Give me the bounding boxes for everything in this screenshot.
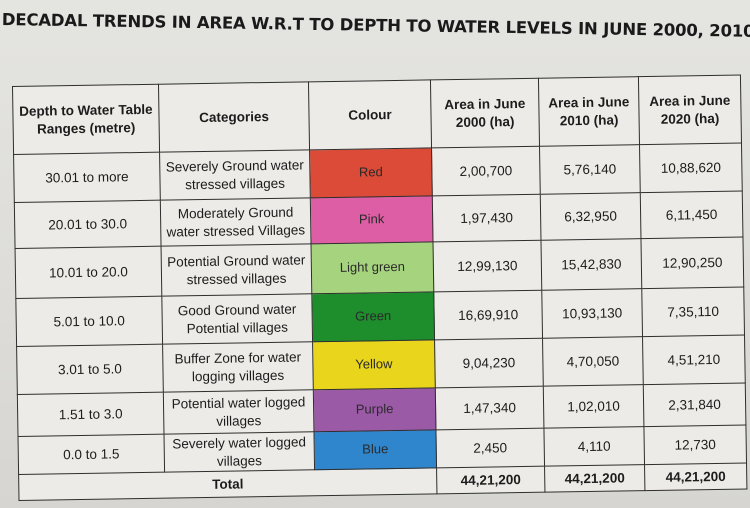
category-cell: Potential water logged villages: [163, 389, 314, 435]
area-2000-cell: 1,47,340: [435, 386, 544, 430]
area-2010-cell: 5,76,140: [539, 144, 641, 195]
table-container: Depth to Water Table Ranges (metre) Cate…: [12, 74, 748, 501]
area-2020-cell: 2,31,840: [643, 383, 746, 427]
area-2000-cell: 9,04,230: [434, 338, 544, 388]
area-2010-cell: 4,70,050: [542, 336, 644, 387]
area-2000-cell: 2,450: [435, 428, 545, 468]
area-2000-cell: 12,99,130: [433, 240, 542, 292]
area-2000-cell: 16,69,910: [433, 290, 543, 340]
header-area-2000: Area in June 2000 (ha): [430, 78, 540, 148]
colour-swatch-cell: Yellow: [312, 339, 436, 390]
header-depth: Depth to Water Table Ranges (metre): [12, 84, 160, 155]
water-depth-table: Depth to Water Table Ranges (metre) Cate…: [12, 74, 748, 501]
area-2020-cell: 12,90,250: [640, 237, 744, 289]
area-2020-cell: 4,51,210: [642, 335, 746, 385]
total-label: Total: [18, 467, 437, 501]
depth-cell: 20.01 to 30.0: [14, 200, 162, 249]
total-2020: 44,21,200: [644, 463, 747, 491]
area-2000-cell: 2,00,700: [431, 146, 541, 196]
category-cell: Buffer Zone for water logging villages: [162, 341, 314, 393]
depth-cell: 5.01 to 10.0: [15, 296, 163, 347]
colour-swatch-cell: Green: [311, 291, 435, 342]
header-area-2020: Area in June 2020 (ha): [638, 75, 742, 145]
area-2010-cell: 6,32,950: [540, 192, 641, 241]
category-cell: Good Ground water Potential villages: [161, 293, 313, 345]
category-cell: Potential Ground water stressed villages: [161, 243, 312, 297]
category-cell: Moderately Ground water stressed Village…: [160, 197, 312, 247]
area-2020-cell: 7,35,110: [641, 287, 745, 337]
area-2020-cell: 12,730: [643, 425, 747, 465]
page-title: DECADAL TRENDS IN AREA W.R.T TO DEPTH TO…: [1, 10, 750, 42]
total-2010: 44,21,200: [544, 464, 645, 493]
depth-cell: 30.01 to more: [13, 152, 161, 203]
area-2010-cell: 15,42,830: [540, 238, 642, 291]
area-2010-cell: 4,110: [543, 426, 645, 467]
area-2010-cell: 1,02,010: [543, 384, 644, 429]
header-colour: Colour: [308, 79, 432, 150]
colour-swatch-cell: Purple: [313, 387, 436, 432]
header-area-2010: Area in June 2010 (ha): [538, 76, 640, 147]
header-row: Depth to Water Table Ranges (metre) Cate…: [12, 75, 742, 155]
category-cell: Severely Ground water stressed villages: [159, 149, 311, 201]
depth-cell: 1.51 to 3.0: [17, 392, 164, 437]
area-2020-cell: 10,88,620: [639, 143, 743, 193]
depth-cell: 3.01 to 5.0: [16, 344, 164, 395]
depth-cell: 10.01 to 20.0: [15, 246, 162, 299]
colour-swatch-cell: Blue: [313, 429, 437, 470]
depth-cell: 0.0 to 1.5: [18, 434, 165, 475]
total-2000: 44,21,200: [436, 466, 545, 494]
colour-swatch-cell: Red: [309, 147, 433, 198]
header-categories: Categories: [158, 81, 310, 153]
category-cell: Severely water logged villages: [163, 431, 315, 473]
area-2020-cell: 6,11,450: [640, 191, 743, 239]
area-2010-cell: 10,93,130: [541, 288, 643, 339]
area-2000-cell: 1,97,430: [432, 194, 541, 242]
colour-swatch-cell: Pink: [310, 195, 434, 244]
colour-swatch-cell: Light green: [311, 241, 434, 294]
